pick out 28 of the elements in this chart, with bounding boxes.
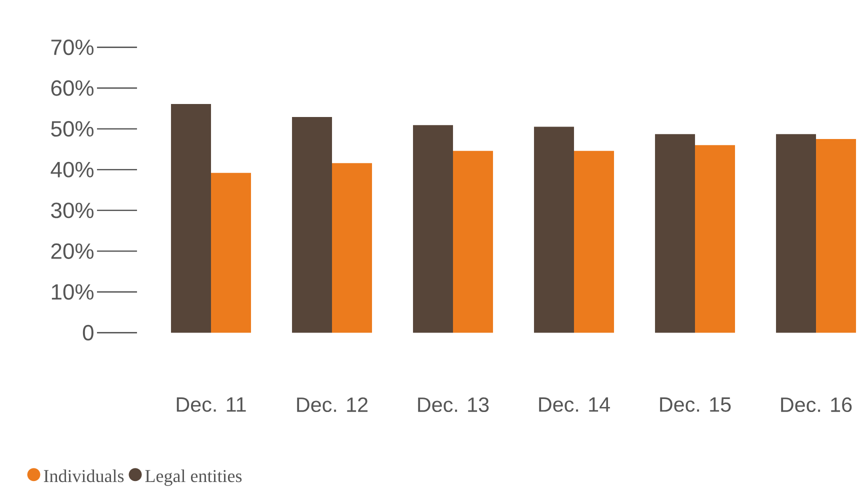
y-tick-label: 70%: [51, 40, 94, 56]
y-tick-label: 60%: [51, 80, 94, 96]
bar: [695, 145, 736, 333]
y-tick-label: 0: [82, 324, 94, 340]
x-tick-label: Dec. 13: [418, 397, 489, 412]
bar: [655, 134, 696, 333]
x-tick-label: Dec. 15: [660, 397, 731, 412]
y-tick-label: 50%: [51, 121, 94, 137]
bar: [332, 163, 372, 333]
legend-label: Individuals: [44, 469, 124, 482]
bar: [171, 104, 212, 333]
y-tick-label: 20%: [51, 243, 94, 259]
legend-label: Legal entities: [145, 469, 242, 486]
x-tick-label: Dec. 14: [539, 397, 610, 412]
x-tick-label: Dec. 12: [297, 397, 368, 412]
x-tick-label: Dec. 11: [176, 397, 246, 412]
bar: [292, 117, 332, 333]
bar: [574, 150, 614, 333]
bar: [453, 150, 494, 333]
bar: [211, 172, 251, 333]
bar: [413, 125, 454, 333]
x-tick-label: Dec. 16: [781, 397, 852, 412]
y-tick-label: 30%: [51, 202, 94, 218]
y-tick-label: 10%: [52, 284, 94, 300]
bar: [776, 134, 816, 333]
bar: [534, 126, 574, 333]
bar: [816, 139, 856, 333]
y-tick-label: 40%: [50, 162, 94, 178]
